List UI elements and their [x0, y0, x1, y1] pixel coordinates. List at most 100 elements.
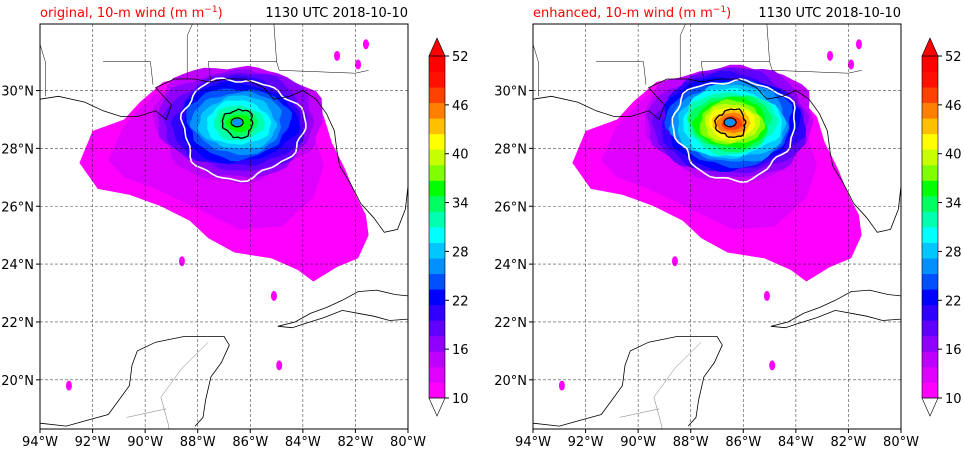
coastline-us	[40, 78, 408, 233]
plot-frame	[39, 23, 409, 430]
colorbar-segment	[922, 87, 938, 104]
colorbar-segment	[922, 56, 938, 72]
wind-speck	[362, 39, 369, 50]
panel-title-right: 1130 UTC 2018-10-10	[758, 6, 901, 21]
panel-original: original, 10-m wind (m m−1) 1130 UTC 201…	[1, 5, 426, 450]
country-border	[126, 408, 167, 418]
colorbar-segment	[429, 180, 445, 197]
wind-speck	[65, 380, 72, 391]
contour-50kt	[221, 108, 254, 139]
contour-64	[723, 117, 737, 128]
colorbar-original: 10 16 22 28 34 40 46 52	[428, 37, 469, 417]
x-tick-label: 86°W	[725, 435, 761, 450]
contour-34kt	[179, 77, 307, 183]
coastline-yucatan	[40, 336, 230, 427]
state-border	[186, 24, 193, 79]
x-ticks: 94°W 92°W 90°W 88°W 86°W 84°W 82°W 80°W	[515, 429, 919, 450]
colorbar-tick-label: 40	[945, 148, 962, 163]
y-ticks: 20°N 22°N 24°N 26°N 28°N 30°N	[494, 85, 533, 389]
colorbar-segment	[922, 289, 938, 306]
wind-speck	[671, 256, 678, 267]
coastlines	[533, 24, 901, 429]
state-border	[40, 44, 46, 97]
coastlines	[40, 24, 408, 429]
colorbar-segment	[429, 56, 445, 72]
contour-50kt	[713, 108, 747, 139]
colorbar-tick-label: 52	[452, 50, 469, 65]
colorbar-segment	[429, 366, 445, 383]
colorbar-tick-label: 16	[945, 343, 962, 358]
colorbar-segment	[922, 102, 938, 119]
colorbar-tick-label: 28	[945, 245, 962, 260]
colorbar-segment	[922, 351, 938, 368]
wind-field	[65, 39, 369, 391]
colorbar-segment	[429, 351, 445, 368]
wind-speck	[769, 360, 776, 371]
colorbar-segment	[429, 164, 445, 181]
y-tick-label: 26°N	[494, 200, 527, 215]
colorbar-extend-min	[921, 397, 939, 417]
x-tick-label: 94°W	[515, 435, 551, 450]
x-tick-label: 84°W	[285, 435, 321, 450]
x-ticks: 94°W 92°W 90°W 88°W 86°W 84°W 82°W 80°W	[22, 429, 426, 450]
colorbar-segment	[429, 133, 445, 150]
x-tick-label: 88°W	[673, 435, 709, 450]
plot-frame	[532, 23, 902, 430]
x-tick-label: 80°W	[883, 435, 919, 450]
colorbar-segment	[922, 366, 938, 383]
storm-eye	[232, 118, 243, 126]
x-tick-label: 90°W	[127, 435, 163, 450]
colorbar-segment	[922, 227, 938, 243]
colorbar-segment	[429, 304, 445, 321]
x-tick-label: 88°W	[180, 435, 216, 450]
colorbar-segment	[429, 227, 445, 243]
state-border	[207, 24, 277, 82]
coastline-cuba	[277, 289, 408, 329]
y-tick-label: 28°N	[494, 142, 527, 157]
colorbar-segment	[429, 71, 445, 88]
x-tick-label: 92°W	[75, 435, 111, 450]
colorbar-segment	[429, 102, 445, 119]
panel-title-left: original, 10-m wind (m m−1)	[40, 5, 223, 21]
panel-enhanced: enhanced, 10-m wind (m m−1) 1130 UTC 201…	[494, 5, 919, 450]
colorbar-segment	[922, 273, 938, 290]
colorbar-tick-label: 10	[452, 392, 469, 407]
colorbar-tick-label: 34	[452, 197, 469, 212]
colorbar-frame	[428, 55, 446, 399]
colorbar-segment	[429, 335, 445, 352]
state-border	[276, 61, 369, 74]
state-border	[533, 44, 539, 97]
wind-speck	[558, 380, 565, 391]
colorbar-tick-label: 34	[945, 197, 962, 212]
y-tick-label: 20°N	[494, 374, 527, 389]
colorbar-segment	[429, 149, 445, 166]
colorbar-segment	[429, 242, 445, 259]
colorbar-tick-label: 40	[452, 148, 469, 163]
y-tick-label: 22°N	[1, 316, 34, 331]
colorbar-segment	[922, 304, 938, 321]
wind-speck	[334, 50, 341, 61]
colorbar-segment	[429, 320, 445, 337]
colorbar-tick-label: 46	[945, 99, 962, 114]
coastline-cuba	[770, 289, 901, 329]
colorbar-segment	[922, 335, 938, 352]
colorbar-extend-min	[428, 397, 446, 417]
country-border	[619, 408, 660, 418]
x-tick-label: 86°W	[232, 435, 268, 450]
colorbar-segment	[429, 382, 445, 399]
x-tick-label: 84°W	[778, 435, 814, 450]
y-ticks: 20°N 22°N 24°N 26°N 28°N 30°N	[1, 85, 40, 389]
country-border	[653, 342, 702, 427]
x-tick-label: 82°W	[830, 435, 866, 450]
gridlines	[533, 24, 901, 429]
gridlines	[40, 24, 408, 429]
contour-34kt	[671, 78, 796, 183]
wind-speck	[827, 50, 834, 61]
wind-field	[558, 39, 862, 391]
y-tick-label: 24°N	[1, 258, 34, 273]
state-border	[769, 61, 862, 74]
wind-speck	[763, 290, 770, 301]
x-tick-label: 92°W	[568, 435, 604, 450]
y-tick-label: 24°N	[494, 258, 527, 273]
